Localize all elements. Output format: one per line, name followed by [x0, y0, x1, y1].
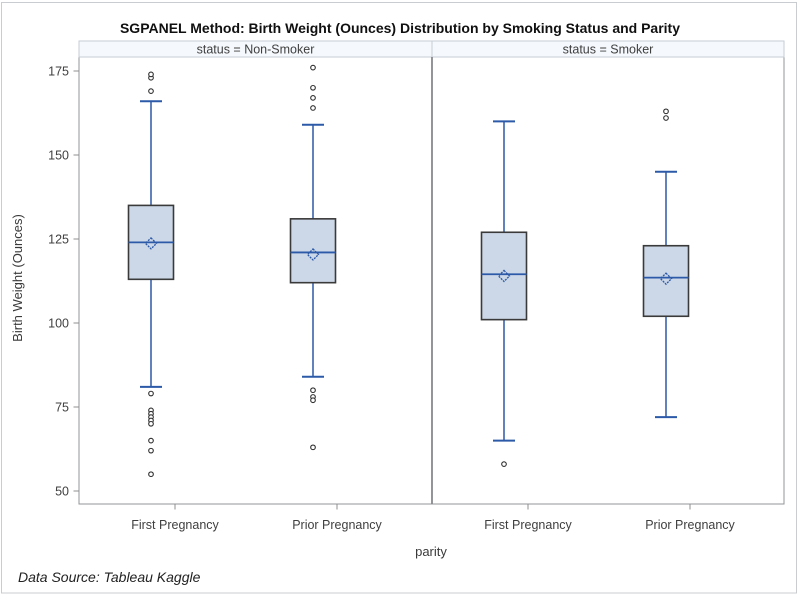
outlier-point: [148, 71, 154, 78]
iqr-box: [642, 244, 690, 318]
iqr-box: [289, 218, 337, 284]
mean-diamond: [306, 248, 320, 261]
x-category-label: First Pregnancy: [484, 518, 572, 532]
outlier-point: [310, 95, 316, 101]
y-axis-title: Birth Weight (Ounces): [10, 214, 25, 342]
y-tick-label: 150: [48, 149, 69, 163]
panel-header-label: status = Smoker: [563, 43, 654, 57]
y-tick-label: 125: [48, 233, 69, 247]
outlier-point: [148, 88, 154, 95]
panel-header-label: status = Non-Smoker: [197, 43, 315, 57]
mean-diamond: [497, 269, 511, 283]
outlier-point: [148, 471, 154, 478]
outlier-point: [148, 420, 154, 427]
outlier-point: [310, 64, 316, 71]
x-axis-title: parity: [415, 544, 447, 559]
outlier-point: [663, 115, 669, 121]
footnote: Data Source: Tableau Kaggle: [18, 569, 201, 585]
outlier-point: [501, 461, 507, 467]
chart-title: SGPANEL Method: Birth Weight (Ounces) Di…: [120, 20, 680, 36]
outlier-point: [148, 390, 154, 397]
y-tick-label: 50: [55, 485, 69, 499]
outlier-point: [148, 437, 154, 444]
outlier-point: [310, 387, 316, 394]
mean-diamond: [659, 272, 673, 286]
panel-header-band: [431, 40, 785, 58]
y-tick-label: 100: [48, 317, 69, 331]
y-tick-label: 75: [55, 401, 69, 415]
x-category-label: Prior Pregnancy: [645, 518, 735, 532]
mean-diamond: [144, 236, 158, 250]
outlier-point: [663, 108, 669, 115]
x-category-label: Prior Pregnancy: [292, 518, 382, 532]
iqr-box: [480, 231, 528, 321]
outlier-point: [148, 447, 154, 454]
outlier-point: [310, 444, 316, 451]
outlier-point: [310, 105, 316, 111]
plot-layer: 50 75 100 125 150 175 status = Non-Smoker First…: [48, 40, 785, 532]
x-category-label: First Pregnancy: [131, 518, 219, 532]
outlier-point: [310, 84, 316, 91]
y-tick-label: 175: [48, 65, 69, 79]
outlier-point: [310, 397, 316, 404]
